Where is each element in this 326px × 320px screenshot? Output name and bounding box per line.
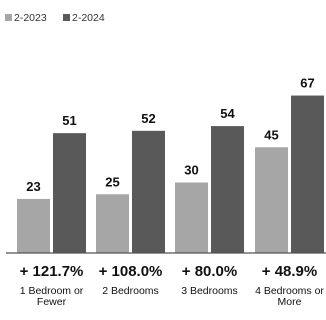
category-label-0-1: Fewer [37,296,67,308]
bar-2-2024-3 [291,96,324,253]
legend-swatch-0 [5,14,12,21]
change-labels: + 121.7% + 108.0% + 80.0% + 48.9% [20,263,318,280]
value-label-1-2: 54 [220,106,235,121]
category-label-2-0: 3 Bedrooms [181,285,238,297]
value-label-1-0: 51 [62,113,76,128]
value-label-0-1: 25 [105,174,119,189]
bar-2-2023-1 [96,194,129,253]
bar-2-2024-1 [132,131,165,253]
value-label-0-2: 30 [184,163,198,178]
legend: 2-2023 2-2024 [5,12,105,24]
category-label-1-0: 2 Bedrooms [102,285,159,297]
legend-label-0: 2-2023 [14,12,47,24]
legend-swatch-1 [63,14,70,21]
change-label-1: + 108.0% [99,263,163,280]
bar-2-2024-0 [53,133,86,253]
value-label-1-3: 67 [300,76,314,91]
change-label-2: + 80.0% [182,263,237,280]
change-label-3: + 48.9% [262,263,317,280]
category-label-3-1: More [278,296,302,308]
bar-2-2023-2 [175,183,208,254]
change-label-0: + 121.7% [20,263,84,280]
value-label-0-0: 23 [26,179,40,194]
bar-2-2023-3 [255,147,288,253]
value-label-0-3: 45 [264,127,278,142]
value-label-1-1: 52 [141,111,155,126]
bar-2-2024-2 [211,126,244,253]
legend-label-1: 2-2024 [72,12,105,24]
bar-2-2023-0 [17,199,50,253]
